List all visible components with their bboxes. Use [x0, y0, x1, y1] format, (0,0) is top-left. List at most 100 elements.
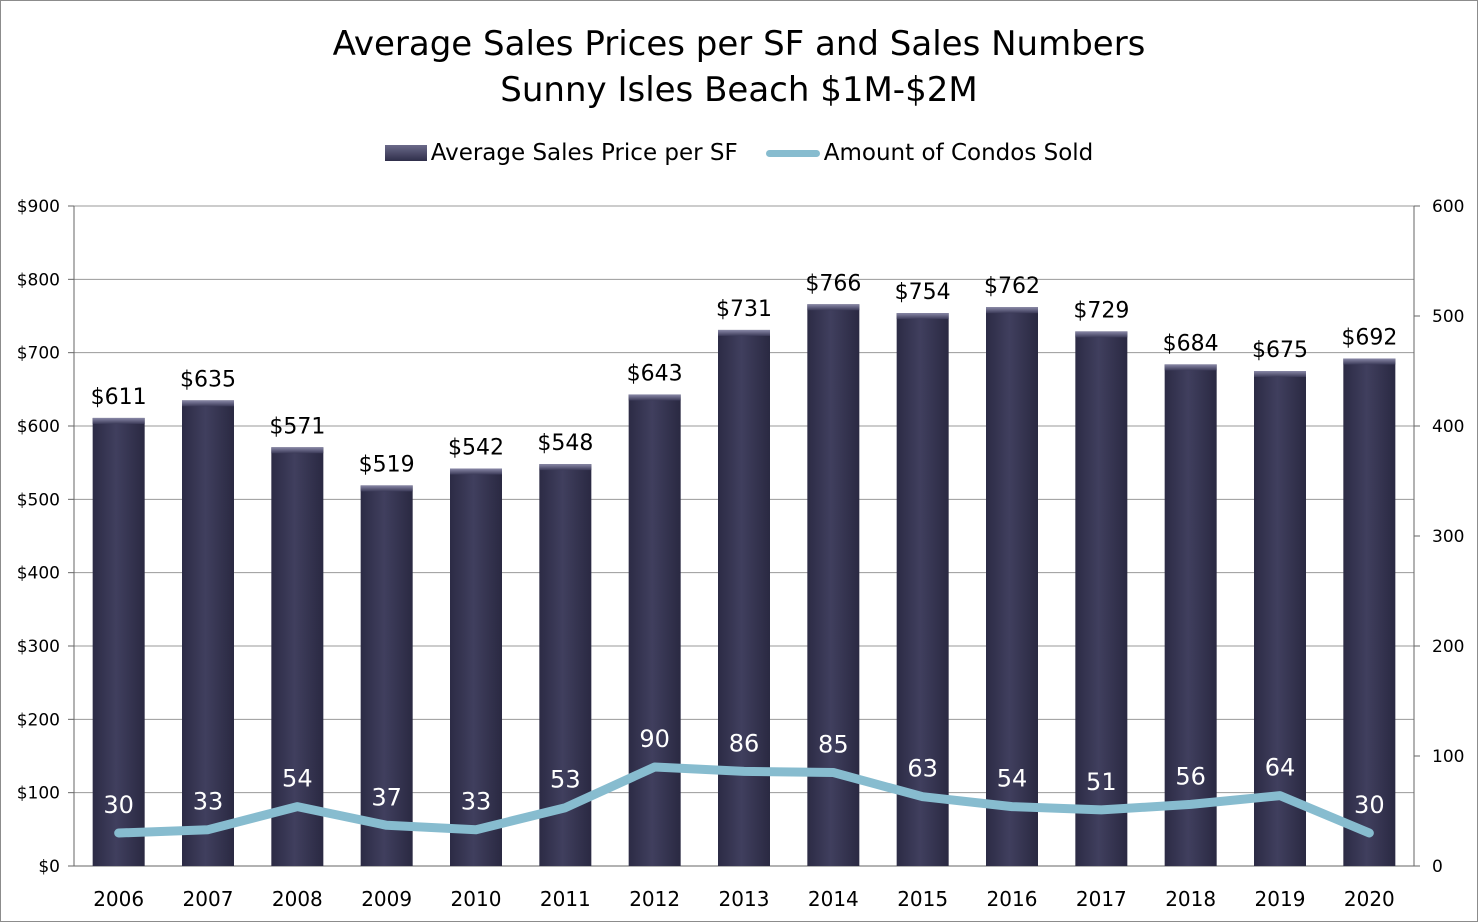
- legend-line-swatch: [765, 149, 820, 157]
- bar-data-label: $675: [1252, 338, 1308, 363]
- bar-top-highlight: [628, 394, 681, 401]
- line-point: [1368, 832, 1371, 834]
- bar-data-label: $519: [359, 452, 415, 477]
- bar: [986, 307, 1038, 866]
- y-left-tick-label: $800: [17, 270, 60, 290]
- x-tick-label: 2016: [987, 887, 1038, 911]
- bar-top-highlight: [182, 400, 234, 407]
- line-data-label: 85: [818, 731, 849, 759]
- y-left-tick-label: $200: [17, 710, 60, 730]
- line-data-label: 54: [997, 765, 1028, 793]
- line-point: [117, 832, 120, 834]
- line-data-label: 30: [1354, 791, 1385, 819]
- x-tick-label: 2019: [1255, 887, 1306, 911]
- y-right-tick-label: 300: [1432, 527, 1464, 547]
- chart-title: Average Sales Prices per SF and Sales Nu…: [332, 24, 1146, 64]
- bar-data-label: $692: [1341, 326, 1397, 351]
- x-tick-label: 2014: [808, 887, 859, 911]
- bar: [182, 400, 234, 866]
- bar: [896, 313, 949, 867]
- bar-top-highlight: [92, 417, 145, 424]
- bar-data-label: $643: [627, 361, 683, 386]
- bar: [450, 468, 502, 866]
- line-data-label: 33: [461, 788, 492, 816]
- bar: [1164, 364, 1217, 866]
- x-tick-label: 2009: [361, 887, 412, 911]
- line-point: [832, 771, 835, 774]
- x-tick-label: 2017: [1076, 887, 1127, 911]
- bar-data-label: $684: [1163, 331, 1219, 356]
- x-tick-label: 2008: [272, 887, 323, 911]
- line-point: [296, 805, 299, 808]
- line-data-label: 63: [907, 755, 938, 783]
- bar: [92, 417, 145, 866]
- bar: [360, 485, 413, 866]
- bar-top-highlight: [1254, 371, 1306, 377]
- line-point: [1279, 794, 1281, 797]
- line-data-label: 56: [1175, 762, 1206, 790]
- bar-data-label: $542: [448, 436, 504, 461]
- line-point: [1189, 803, 1192, 806]
- bar-top-highlight: [360, 485, 413, 492]
- x-tick-label: 2012: [629, 887, 680, 911]
- bar-data-label: $635: [180, 367, 236, 392]
- bar-top-highlight: [718, 329, 770, 336]
- bar-data-label: $729: [1073, 298, 1129, 323]
- legend-bar-swatch: [384, 145, 427, 161]
- line-point: [1100, 808, 1103, 811]
- bar-top-highlight: [450, 468, 502, 475]
- line-data-label: 30: [103, 791, 134, 819]
- bar-data-label: $754: [895, 280, 951, 305]
- bar: [1254, 371, 1306, 866]
- x-tick-label: 2006: [93, 887, 144, 911]
- x-tick-label: 2018: [1165, 887, 1216, 911]
- bar: [1075, 331, 1128, 866]
- line-point: [1011, 805, 1013, 808]
- y-left-tick-label: $700: [17, 344, 60, 364]
- y-left-tick-label: $300: [17, 637, 60, 657]
- y-right-tick-label: 500: [1432, 307, 1464, 327]
- y-left-tick-label: $100: [17, 784, 60, 804]
- bar-data-label: $571: [269, 414, 325, 439]
- y-left-tick-label: $900: [17, 197, 60, 217]
- x-tick-label: 2013: [719, 887, 770, 911]
- legend-label-price: Average Sales Price per SF: [430, 140, 738, 166]
- y-left-tick-label: $400: [17, 564, 60, 584]
- bar-top-highlight: [1075, 331, 1128, 338]
- line-data-label: 51: [1086, 768, 1117, 796]
- bar-top-highlight: [807, 304, 860, 311]
- y-right-tick-label: 0: [1432, 857, 1443, 877]
- bar-data-label: $611: [91, 385, 147, 410]
- y-left-tick-label: $500: [17, 490, 60, 510]
- line-data-label: 64: [1265, 754, 1296, 782]
- line-data-label: 86: [729, 729, 760, 757]
- line-point: [653, 766, 656, 768]
- line-data-label: 53: [550, 766, 581, 794]
- bar-data-label: $548: [537, 431, 593, 456]
- legend-label-condos: Amount of Condos Sold: [823, 140, 1094, 166]
- x-tick-label: 2015: [897, 887, 948, 911]
- y-right-tick-label: 100: [1432, 747, 1464, 767]
- line-point: [385, 824, 388, 827]
- line-point: [475, 828, 477, 831]
- bar-top-highlight: [1343, 358, 1396, 365]
- line-point: [921, 795, 924, 798]
- legend-item-condos: Amount of Condos Sold: [765, 140, 1094, 166]
- x-tick-label: 2011: [540, 887, 591, 911]
- bar-top-highlight: [1164, 364, 1217, 371]
- legend: Average Sales Price per SF Amount of Con…: [0, 140, 1478, 166]
- line-data-label: 54: [282, 765, 313, 793]
- bar-data-label: $766: [805, 271, 861, 296]
- y-right-tick-label: 200: [1432, 637, 1464, 657]
- bar-top-highlight: [896, 313, 949, 320]
- line-data-label: 37: [371, 783, 402, 811]
- y-right-tick-label: 400: [1432, 417, 1464, 437]
- line-point: [743, 770, 745, 773]
- chart-subtitle: Sunny Isles Beach $1M-$2M: [500, 70, 978, 110]
- line-point: [564, 806, 567, 809]
- bar-top-highlight: [986, 307, 1038, 314]
- x-tick-label: 2007: [183, 887, 234, 911]
- line-data-label: 33: [193, 788, 224, 816]
- bar: [628, 394, 681, 866]
